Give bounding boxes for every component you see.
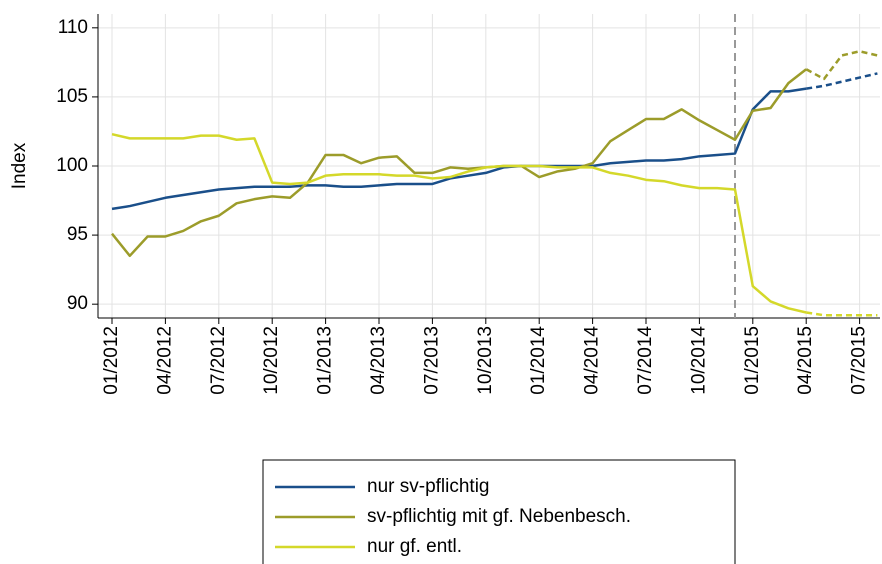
x-tick-label: 07/2014 [635,326,656,395]
x-tick-label: 01/2013 [315,326,336,395]
x-tick-label: 07/2012 [208,326,229,395]
legend-label: nur gf. entl. [367,536,462,557]
x-tick-label: 01/2012 [101,326,122,395]
x-tick-label: 10/2014 [688,326,709,395]
x-tick-label: 07/2013 [421,326,442,395]
y-tick-label: 95 [67,224,88,245]
y-tick-label: 100 [56,155,88,176]
x-tick-label: 01/2014 [528,326,549,395]
series-line [806,311,878,317]
x-tick-label: 10/2013 [475,326,496,395]
legend-label: nur sv-pflichtig [367,476,490,497]
x-tick-label: 04/2015 [795,326,816,395]
legend-label: sv-pflichtig mit gf. Nebenbesch. [367,506,631,527]
x-tick-label: 04/2012 [154,326,175,395]
y-tick-label: 90 [67,293,88,314]
x-tick-label: 10/2012 [261,326,282,395]
series-line [805,50,878,81]
series-line [806,72,878,90]
series-line [111,68,807,258]
series-line [111,87,807,211]
x-tick-label: 01/2015 [742,326,763,395]
y-axis-label: Index [9,142,30,189]
x-tick-label: 04/2014 [582,326,603,395]
x-tick-label: 04/2013 [368,326,389,395]
series-line [111,133,807,314]
y-tick-label: 110 [58,17,88,38]
y-tick-label: 105 [56,86,88,107]
x-tick-label: 07/2015 [849,326,870,395]
